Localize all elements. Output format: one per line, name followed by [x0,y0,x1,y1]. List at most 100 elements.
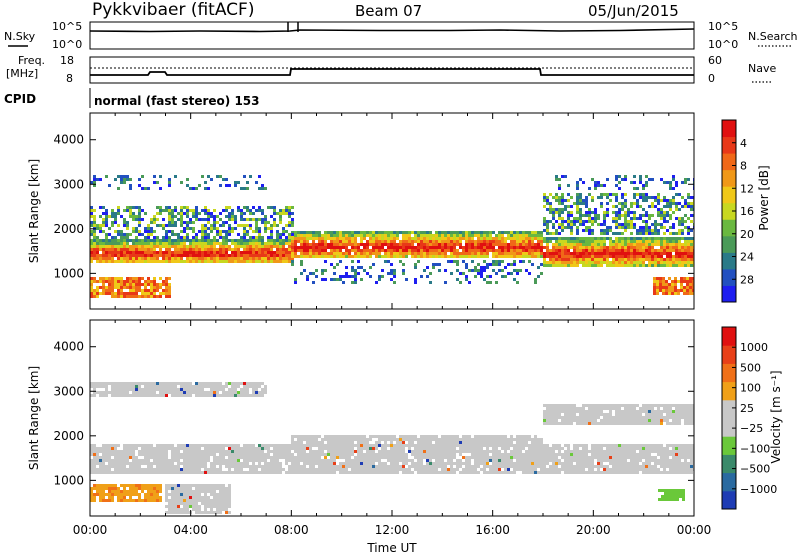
echo-cell [384,465,387,468]
echo-cell [582,471,585,474]
echo-cell [291,456,294,459]
echo-cell [570,246,573,249]
echo-cell [207,242,210,245]
echo-cell [216,221,219,224]
echo-cell [501,246,504,249]
echo-cell [150,462,153,465]
echo-cell [645,264,648,267]
echo-cell [120,295,123,298]
echo-cell [609,261,612,264]
echo-cell [405,249,408,252]
echo-cell [642,226,645,229]
echo-cell [171,215,174,218]
echo-cell [570,240,573,243]
echo-cell [132,212,135,215]
echo-cell [246,450,249,453]
echo-cell [222,236,225,239]
echo-cell [447,255,450,258]
echo-cell [618,444,621,447]
echo-cell [534,278,537,281]
echo-cell [156,450,159,453]
echo-cell [396,459,399,462]
echo-cell [114,468,117,471]
echo-cell [468,465,471,468]
echo-cell [659,280,662,283]
echo-cell [483,278,486,281]
echo-cell [579,465,582,468]
echo-cell [216,251,219,254]
echo-cell [426,468,429,471]
echo-cell [150,280,153,283]
echo-cell [692,283,694,286]
echo-cell [537,453,540,456]
echo-cell [210,227,213,230]
echo-cell [99,450,102,453]
echo-cell [306,275,309,278]
echo-cell [483,231,486,234]
echo-cell [678,193,681,196]
echo-cell [270,459,273,462]
echo-cell [689,289,692,292]
echo-cell [183,206,186,209]
echo-cell [108,248,111,251]
echo-cell [249,218,252,221]
echo-cell [294,231,297,234]
echo-cell [483,252,486,255]
echo-cell [273,462,276,465]
echo-cell [378,444,381,447]
echo-cell [516,252,519,255]
echo-cell [492,231,495,234]
echo-cell [483,234,486,237]
echo-cell [339,240,342,243]
echo-cell [636,447,639,450]
echo-cell [561,240,564,243]
echo-cell [651,450,654,453]
echo-cell [597,444,600,447]
echo-cell [210,257,213,260]
echo-cell [471,240,474,243]
echo-cell [228,260,231,263]
echo-cell [459,450,462,453]
echo-cell [675,205,678,208]
echo-cell [411,252,414,255]
echo-cell [633,237,636,240]
echo-cell [363,465,366,468]
echo-cell [300,456,303,459]
echo-cell [537,231,540,234]
echo-cell [603,459,606,462]
echo-cell [123,450,126,453]
echo-cell [165,292,168,295]
echo-cell [225,233,228,236]
echo-cell [288,471,291,474]
echo-cell [114,218,117,221]
echo-cell [357,459,360,462]
echo-cell [120,260,123,263]
echo-cell [668,283,671,286]
echo-cell [345,272,348,275]
echo-cell [576,264,579,267]
echo-cell [219,257,222,260]
echo-cell [198,260,201,263]
echo-cell [186,245,189,248]
echo-cell [489,465,492,468]
echo-cell [588,468,591,471]
echo-cell [615,252,618,255]
echo-cell [231,465,234,468]
echo-cell [624,217,627,220]
echo-cell [261,248,264,251]
echo-cell [480,252,483,255]
echo-cell [549,264,552,267]
echo-cell [528,471,531,474]
echo-cell [105,242,108,245]
echo-cell [336,243,339,246]
echo-cell [447,240,450,243]
echo-cell [537,249,540,252]
echo-cell [243,447,246,450]
echo-cell [579,178,582,181]
echo-cell [246,459,249,462]
echo-cell [618,264,621,267]
echo-cell [570,450,573,453]
echo-cell [186,248,189,251]
echo-cell [189,444,192,447]
echo-cell [483,444,486,447]
